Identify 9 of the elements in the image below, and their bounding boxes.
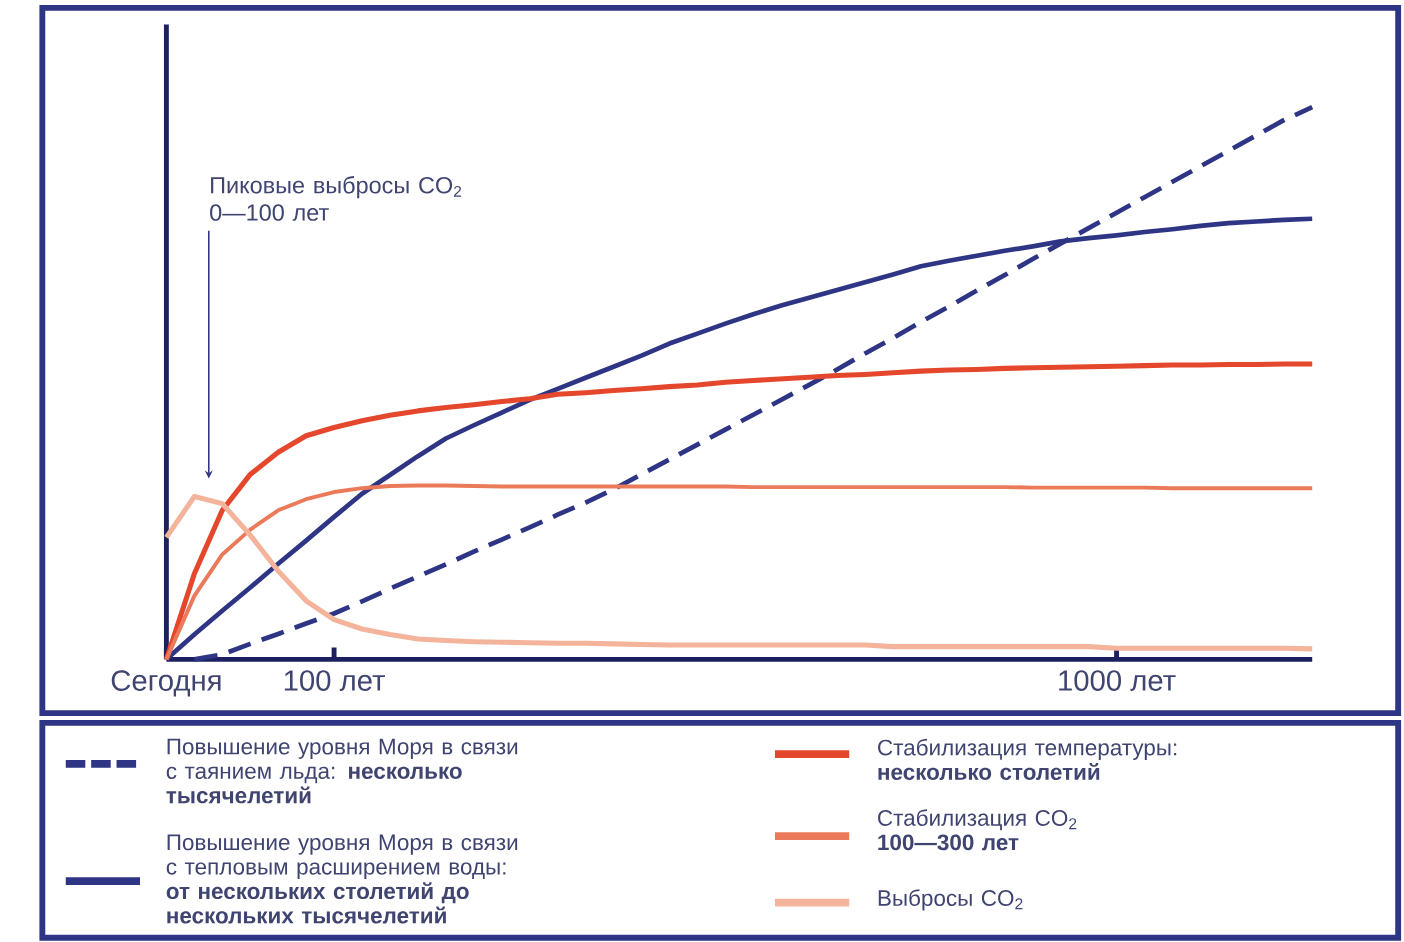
legend-label: Выбросы CO$_{2}$ [878, 889, 1023, 911]
text: Стабилизация CO$_{2}$ 100—300 лет [878, 809, 1077, 851]
text: Пиковые выбросы CO$_{2}$ 0—100 лет [210, 176, 462, 222]
legend-label: Стабилизация температуры: несколько столетий [878, 739, 1177, 781]
legend-label: Повышение уровня Моря в связи с тепловым расширением воды: от нескольких столетий до нескольких тысячелетий [166, 834, 518, 924]
text: Повышение уровня Моря в связи с таянием льда: несколько тысячелетий [166, 739, 518, 804]
x-tick-label: 1000 лет [1059, 670, 1176, 692]
x-tick-label: Сегодня [111, 670, 221, 697]
x-tick-label: 100 лет [284, 670, 385, 692]
